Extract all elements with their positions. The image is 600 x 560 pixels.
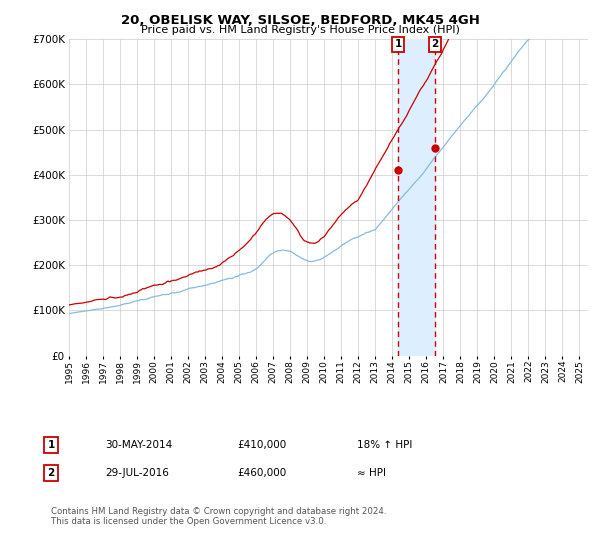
Text: 2: 2: [431, 39, 439, 49]
Text: 29-JUL-2016: 29-JUL-2016: [105, 468, 169, 478]
Text: 2: 2: [47, 468, 55, 478]
Text: 1: 1: [394, 39, 401, 49]
Text: 1: 1: [47, 440, 55, 450]
Legend: 20, OBELISK WAY, SILSOE, BEDFORD, MK45 4GH (detached house), HPI: Average price,: 20, OBELISK WAY, SILSOE, BEDFORD, MK45 4…: [124, 375, 500, 412]
Text: 30-MAY-2014: 30-MAY-2014: [105, 440, 172, 450]
Text: Contains HM Land Registry data © Crown copyright and database right 2024.
This d: Contains HM Land Registry data © Crown c…: [51, 507, 386, 526]
Text: Price paid vs. HM Land Registry's House Price Index (HPI): Price paid vs. HM Land Registry's House …: [140, 25, 460, 35]
Text: £410,000: £410,000: [237, 440, 286, 450]
Text: £460,000: £460,000: [237, 468, 286, 478]
Text: 18% ↑ HPI: 18% ↑ HPI: [357, 440, 412, 450]
Text: 20, OBELISK WAY, SILSOE, BEDFORD, MK45 4GH: 20, OBELISK WAY, SILSOE, BEDFORD, MK45 4…: [121, 14, 479, 27]
Text: ≈ HPI: ≈ HPI: [357, 468, 386, 478]
Bar: [398, 39, 435, 356]
